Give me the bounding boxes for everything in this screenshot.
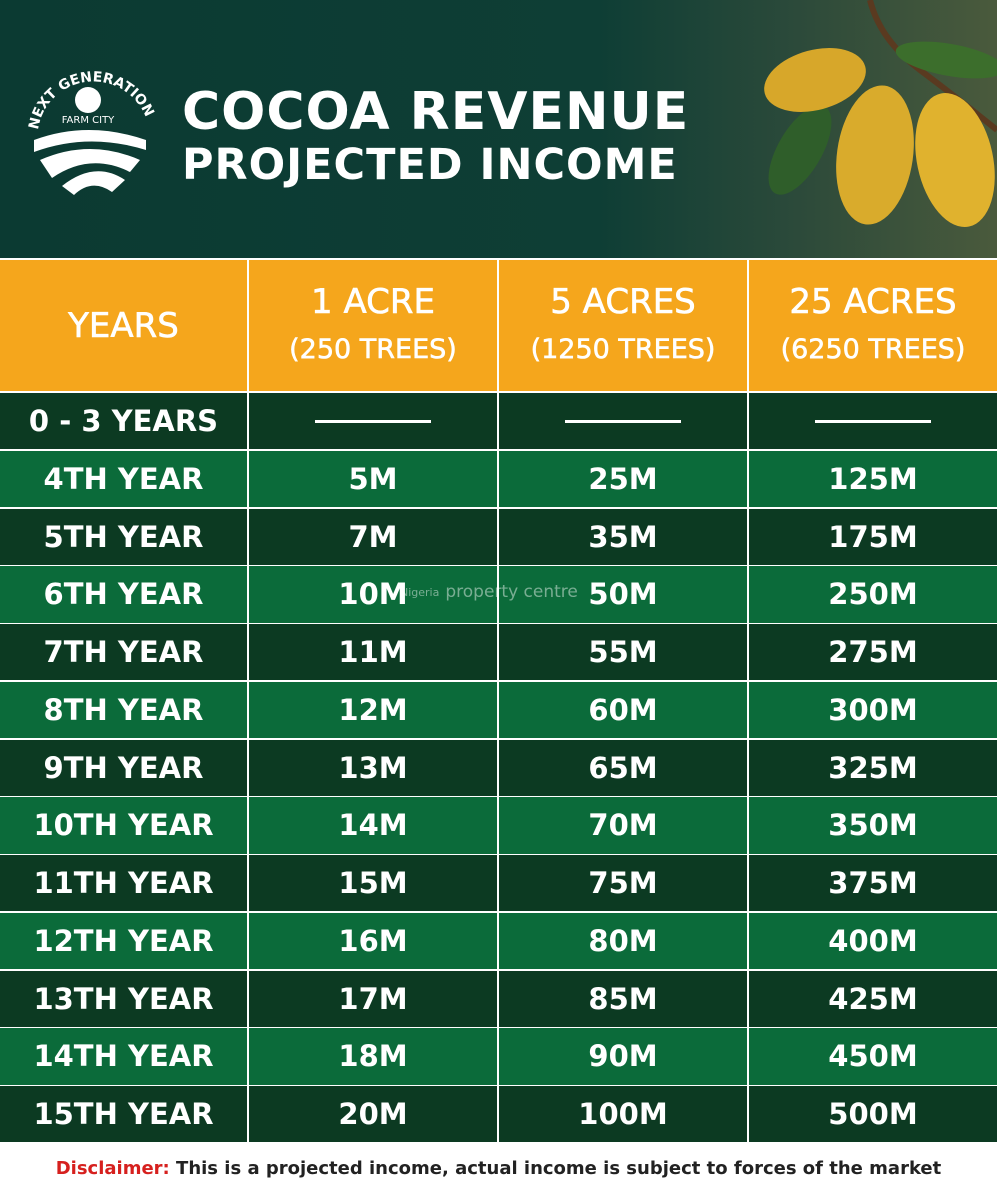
row-label: 12TH YEAR <box>0 912 247 969</box>
disclaimer: Disclaimer: This is a projected income, … <box>0 1158 997 1179</box>
watermark: Nigeria property centre <box>400 582 578 602</box>
value-cell: 125M <box>749 450 997 507</box>
watermark-country: Nigeria <box>400 585 440 599</box>
row-label: 0 - 3 YEARS <box>0 393 247 450</box>
value-cell: 325M <box>749 739 997 796</box>
value-cell: 80M <box>499 912 747 969</box>
column-title: 1 ACRE <box>311 281 436 322</box>
logo-tagline: FARM CITY <box>62 115 115 126</box>
value-cell: 16M <box>249 912 497 969</box>
row-label: 9TH YEAR <box>0 739 247 796</box>
value-cell: 90M <box>499 1028 747 1085</box>
empty-dash <box>315 419 431 423</box>
value-cell: 400M <box>749 912 997 969</box>
revenue-table: YEARS 1 ACRE (250 TREES) 5 ACRES (1250 TREES… <box>0 260 997 1144</box>
row-label: 13TH YEAR <box>0 970 247 1027</box>
value-cell: 12M <box>249 681 497 738</box>
disclaimer-label: Disclaimer: <box>55 1158 170 1179</box>
value-cell: 5M <box>249 450 497 507</box>
logo-field <box>62 171 125 195</box>
value-cell: 13M <box>249 739 497 796</box>
value-cell: 450M <box>749 1028 997 1085</box>
column-title: YEARS <box>68 305 179 346</box>
logo-field <box>40 149 140 178</box>
value-cell: 25M <box>499 450 747 507</box>
hero-art: NEXT GENERATION FARM CITY <box>26 0 997 227</box>
hero-banner: NEXT GENERATION FARM CITY COCOA REVENUE … <box>0 0 997 258</box>
empty-dash <box>815 419 931 423</box>
value-cell: 20M <box>249 1086 497 1143</box>
column-header: YEARS <box>0 260 247 391</box>
value-cell: 50M <box>499 566 747 623</box>
empty-dash <box>565 419 681 423</box>
column-subtitle: (6250 TREES) <box>780 333 966 365</box>
value-cell: 65M <box>499 739 747 796</box>
row-label: 14TH YEAR <box>0 1028 247 1085</box>
value-cell: 375M <box>749 855 997 912</box>
value-cell: 10M <box>249 566 497 623</box>
value-cell <box>499 393 747 450</box>
value-cell <box>749 393 997 450</box>
column-header: 1 ACRE (250 TREES) <box>249 260 497 391</box>
watermark-brand: property centre <box>445 582 578 602</box>
value-cell: 425M <box>749 970 997 1027</box>
row-label: 11TH YEAR <box>0 855 247 912</box>
logo-field <box>34 130 146 152</box>
logo-sun <box>75 87 101 113</box>
value-cell: 11M <box>249 624 497 681</box>
leaf <box>895 41 997 79</box>
row-label: 5TH YEAR <box>0 508 247 565</box>
value-cell: 250M <box>749 566 997 623</box>
cocoa-pod <box>836 85 914 225</box>
cocoa-pod <box>764 48 866 112</box>
value-cell: 60M <box>499 681 747 738</box>
value-cell: 18M <box>249 1028 497 1085</box>
leaf <box>768 105 832 195</box>
value-cell: 175M <box>749 508 997 565</box>
value-cell: 15M <box>249 855 497 912</box>
row-label: 8TH YEAR <box>0 681 247 738</box>
row-label: 10TH YEAR <box>0 797 247 854</box>
value-cell: 275M <box>749 624 997 681</box>
column-subtitle: (250 TREES) <box>289 333 457 365</box>
value-cell: 70M <box>499 797 747 854</box>
value-cell: 14M <box>249 797 497 854</box>
column-title: 5 ACRES <box>550 281 696 322</box>
cocoa-pod <box>915 93 995 227</box>
column-header: 25 ACRES (6250 TREES) <box>749 260 997 391</box>
value-cell: 85M <box>499 970 747 1027</box>
value-cell: 35M <box>499 508 747 565</box>
column-title: 25 ACRES <box>789 281 957 322</box>
value-cell: 17M <box>249 970 497 1027</box>
value-cell: 100M <box>499 1086 747 1143</box>
value-cell: 350M <box>749 797 997 854</box>
value-cell: 7M <box>249 508 497 565</box>
subtitle-line: PROJECTED INCOME <box>182 140 678 190</box>
disclaimer-text: This is a projected income, actual incom… <box>176 1158 942 1179</box>
row-label: 7TH YEAR <box>0 624 247 681</box>
title-line: COCOA REVENUE <box>182 82 690 142</box>
value-cell: 55M <box>499 624 747 681</box>
row-label: 4TH YEAR <box>0 450 247 507</box>
value-cell <box>249 393 497 450</box>
column-header: 5 ACRES (1250 TREES) <box>499 260 747 391</box>
value-cell: 300M <box>749 681 997 738</box>
value-cell: 75M <box>499 855 747 912</box>
value-cell: 500M <box>749 1086 997 1143</box>
column-subtitle: (1250 TREES) <box>530 333 716 365</box>
row-label: 6TH YEAR <box>0 566 247 623</box>
row-label: 15TH YEAR <box>0 1086 247 1143</box>
